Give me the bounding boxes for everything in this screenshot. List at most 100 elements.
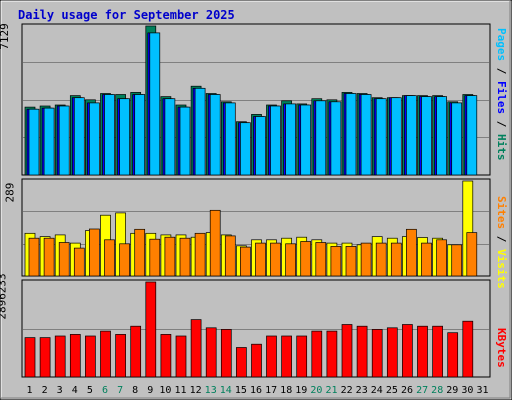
top-panel-series-legend: Pages / Files / Hits [495, 28, 508, 161]
x-tick-label-day-12: 12 [190, 385, 202, 396]
legend-hits: Hits [495, 134, 508, 161]
bottom-bar-kbytes-day-24 [371, 329, 383, 378]
top-bar-pages-day-9 [149, 32, 161, 176]
bottom-bar-kbytes-day-17 [266, 335, 277, 378]
top-bar-pages-day-5 [89, 102, 100, 176]
x-tick-label-day-16: 16 [250, 385, 262, 396]
bottom-bar-kbytes-day-16 [251, 343, 262, 378]
middle-bar-sites-day-2 [43, 237, 55, 277]
x-tick-label-day-28: 28 [431, 385, 443, 396]
top-bar-pages-day-2 [43, 107, 55, 176]
bottom-bar-kbytes-day-15 [236, 347, 247, 378]
x-tick-label-day-17: 17 [265, 385, 277, 396]
x-tick-label-day-18: 18 [280, 385, 292, 396]
top-bar-pages-day-3 [58, 105, 70, 176]
bottom-bar-kbytes-day-10 [160, 334, 172, 378]
bottom-bar-kbytes-day-28 [432, 325, 443, 378]
bottom-bar-kbytes-day-2 [39, 337, 51, 378]
x-tick-label-day-26: 26 [401, 385, 413, 396]
middle-bar-sites-day-22 [345, 246, 357, 277]
x-tick-label-day-6: 6 [102, 385, 108, 396]
top-bar-pages-day-16 [255, 116, 266, 176]
bottom-bar-kbytes-day-7 [115, 334, 126, 378]
top-bar-pages-day-1 [28, 108, 40, 176]
bottom-bar-kbytes-day-4 [69, 334, 81, 378]
x-tick-label-day-10: 10 [159, 385, 171, 396]
middle-bar-sites-day-28 [436, 239, 447, 277]
x-tick-label-day-14: 14 [220, 385, 232, 396]
top-bar-pages-day-24 [375, 98, 387, 176]
top-bar-pages-day-30 [466, 95, 478, 176]
middle-bar-sites-day-1 [28, 237, 40, 277]
x-tick-label-day-23: 23 [356, 385, 368, 396]
middle-bar-sites-day-20 [315, 242, 327, 277]
bottom-bar-kbytes-day-12 [190, 319, 202, 378]
bottom-bar-kbytes-day-3 [54, 335, 66, 378]
middle-bar-sites-day-3 [58, 242, 70, 277]
top-bar-pages-day-15 [240, 122, 251, 176]
bottom-bar-kbytes-day-22 [341, 324, 353, 378]
middle-bar-sites-day-7 [119, 243, 130, 277]
middle-bar-sites-day-12 [194, 232, 206, 277]
bottom-panel-max-label: 2896233 [0, 273, 9, 320]
chart-title: Daily usage for September 2025 [18, 8, 235, 22]
top-bar-pages-day-27 [421, 96, 432, 176]
bottom-bar-kbytes-day-13 [205, 327, 217, 378]
top-bar-pages-day-19 [300, 104, 312, 176]
legend-files: Files [495, 81, 508, 115]
x-tick-label-day-2: 2 [42, 385, 48, 396]
x-tick-label-day-15: 15 [235, 385, 247, 396]
middle-bar-sites-day-15 [240, 246, 251, 277]
x-tick-label-day-3: 3 [57, 385, 63, 396]
top-bar-pages-day-14 [224, 102, 236, 176]
middle-bar-sites-day-23 [360, 242, 372, 277]
x-tick-label-day-24: 24 [371, 385, 383, 396]
middle-bar-sites-day-30 [466, 232, 478, 277]
bottom-bar-kbytes-day-5 [85, 335, 96, 378]
middle-bar-sites-day-6 [104, 239, 115, 277]
top-bar-pages-day-4 [73, 97, 85, 176]
bottom-bar-kbytes-day-1 [24, 337, 36, 378]
x-tick-label-day-9: 9 [147, 385, 153, 396]
bottom-bar-kbytes-day-11 [175, 335, 187, 378]
middle-bar-sites-day-8 [134, 228, 146, 277]
middle-bar-sites-day-21 [330, 246, 342, 277]
top-panel-max-label: 7129 [0, 23, 11, 50]
x-tick-label-day-21: 21 [325, 385, 337, 396]
legend-sep-2: / [495, 114, 508, 134]
x-tick-label-day-25: 25 [386, 385, 398, 396]
x-tick-label-day-22: 22 [341, 385, 353, 396]
x-tick-label-day-19: 19 [295, 385, 307, 396]
top-bar-pages-day-7 [119, 98, 130, 176]
bottom-panel-series-legend: KBytes [495, 328, 508, 368]
legend-kbytes: KBytes [495, 328, 508, 368]
bottom-bar-kbytes-day-27 [417, 325, 428, 378]
x-tick-label-day-4: 4 [72, 385, 78, 396]
x-tick-label-day-11: 11 [174, 385, 186, 396]
x-tick-label-day-7: 7 [117, 385, 123, 396]
top-bar-pages-day-23 [360, 94, 372, 176]
top-bar-pages-day-6 [104, 94, 115, 176]
top-bar-pages-day-8 [134, 94, 146, 176]
bottom-bar-kbytes-day-21 [326, 330, 338, 378]
x-tick-label-day-29: 29 [446, 385, 458, 396]
top-bar-pages-day-29 [451, 102, 463, 176]
bottom-bar-kbytes-day-14 [220, 329, 232, 378]
top-bar-pages-day-21 [330, 101, 342, 176]
middle-bar-sites-day-27 [421, 242, 432, 277]
top-bar-pages-day-12 [194, 87, 206, 176]
x-tick-label-day-20: 20 [310, 385, 322, 396]
middle-bar-sites-day-18 [285, 243, 296, 277]
legend-pages: Pages [495, 28, 508, 62]
top-bar-pages-day-10 [164, 98, 176, 176]
middle-bar-sites-day-24 [375, 242, 387, 277]
middle-bar-sites-day-13 [209, 209, 221, 277]
middle-panel-max-label: 289 [3, 182, 17, 203]
middle-bar-sites-day-17 [270, 242, 281, 277]
x-tick-label-day-5: 5 [87, 385, 93, 396]
legend-visits: Visits [495, 249, 508, 289]
middle-bar-sites-day-25 [390, 242, 402, 277]
middle-bar-sites-day-11 [179, 237, 191, 277]
middle-bar-sites-day-29 [451, 244, 463, 277]
